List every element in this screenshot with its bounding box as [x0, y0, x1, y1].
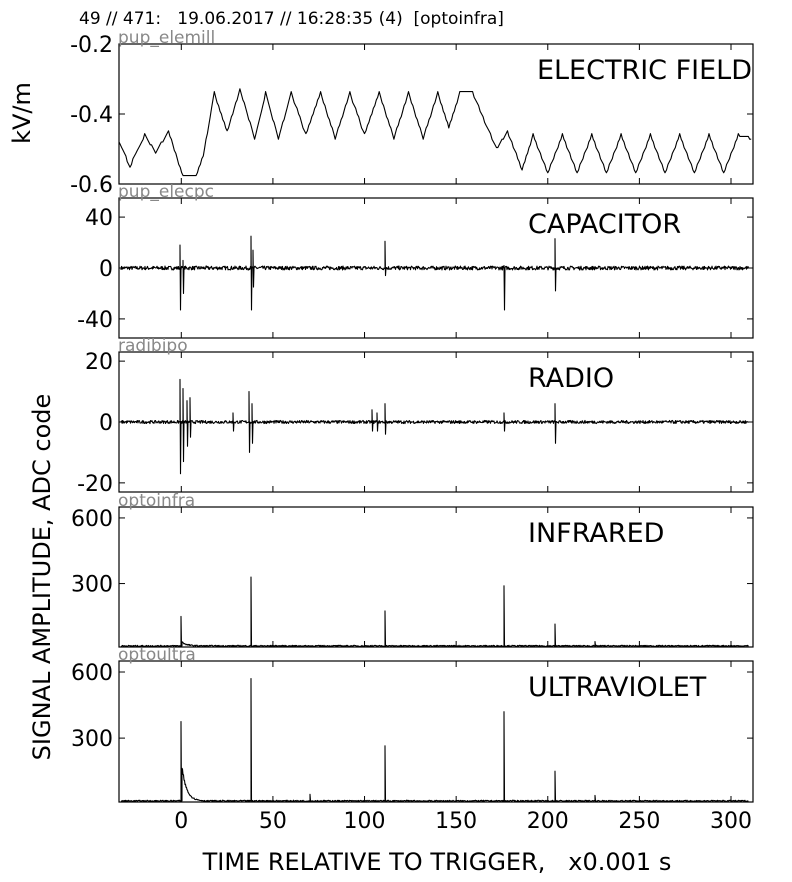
x-tick-label: 100 — [344, 809, 386, 834]
y-tick-label-infrared: 600 — [71, 507, 113, 532]
panel-title-infrared: INFRARED — [528, 518, 664, 549]
chart-header: 49 // 471: 19.06.2017 // 16:28:35 (4) [o… — [79, 9, 504, 29]
y-tick-label-radio: 20 — [85, 350, 113, 375]
panel-source-electric-field: pup_elemill — [118, 28, 215, 48]
panel-source-capacitor: pup_elecpc — [118, 182, 214, 202]
x-tick-label: 150 — [435, 809, 477, 834]
y-tick-label-radio: 0 — [99, 411, 113, 436]
y-tick-label-ultraviolet: 300 — [71, 727, 113, 752]
trace-ultraviolet — [120, 678, 749, 803]
panel-title-ultraviolet: ULTRAVIOLET — [528, 672, 707, 703]
trace-radio — [120, 378, 749, 475]
x-tick-label: 200 — [527, 809, 569, 834]
x-tick-label: 0 — [174, 809, 188, 834]
panel-frame-infrared — [118, 506, 754, 648]
y-tick-label-ultraviolet: 600 — [71, 661, 113, 686]
panel-title-radio: RADIO — [528, 363, 614, 394]
x-tick-label: 50 — [259, 809, 287, 834]
x-tick-label: 300 — [710, 809, 752, 834]
x-axis-label: TIME RELATIVE TO TRIGGER, x0.001 s — [202, 848, 672, 876]
y-tick-label-capacitor: 40 — [85, 206, 113, 231]
trace-capacitor — [120, 235, 750, 311]
x-tick-label: 250 — [618, 809, 660, 834]
y-tick-label-capacitor: -40 — [77, 308, 113, 333]
y-tick-label-electric-field: -0.2 — [70, 33, 113, 58]
y-tick-label-electric-field: -0.4 — [70, 103, 113, 128]
panel-source-infrared: optoinfra — [118, 491, 195, 511]
panel-source-ultraviolet: optoultra — [118, 645, 196, 665]
y-tick-label-infrared: 300 — [71, 573, 113, 598]
trace-infrared — [120, 576, 749, 648]
y-tick-label-capacitor: 0 — [99, 257, 113, 282]
y-tick-label-electric-field: -0.6 — [70, 173, 113, 198]
panel-title-electric-field: ELECTRIC FIELD — [537, 55, 752, 86]
panel-frame-ultraviolet — [118, 660, 754, 803]
panel-title-capacitor: CAPACITOR — [528, 209, 681, 240]
y-tick-label-radio: -20 — [77, 472, 113, 497]
panel-source-radio: radibipo — [118, 336, 188, 356]
trace-electric-field — [118, 88, 752, 177]
